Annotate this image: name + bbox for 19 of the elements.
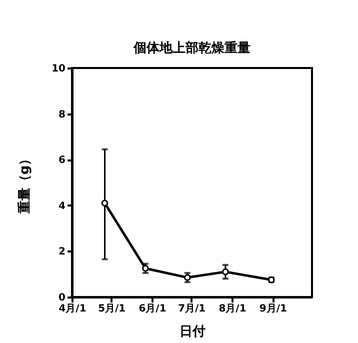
x-tick-label: 9月/1 <box>259 304 287 314</box>
y-tick-label: 2 <box>58 246 66 258</box>
chart-title: 個体地上部乾燥重量 <box>132 40 250 56</box>
x-tick-label: 5月/1 <box>98 304 126 314</box>
y-tick-label: 0 <box>58 292 66 304</box>
x-tick-label: 6月/1 <box>138 304 166 314</box>
x-tick-label: 7月/1 <box>178 304 206 314</box>
point <box>184 274 191 281</box>
point <box>101 200 108 206</box>
y-tick-label: 10 <box>52 64 66 74</box>
y-tick-label: 6 <box>58 155 66 166</box>
x-tick-label: 4月/1 <box>58 304 86 314</box>
point <box>142 264 149 272</box>
point <box>222 268 229 276</box>
x-tick-label: 8月/1 <box>218 304 246 314</box>
y-axis-title: 重量（g） <box>16 152 33 215</box>
x-axis-title: 日付 <box>180 324 206 340</box>
y-tick-label: 8 <box>58 109 66 120</box>
y-tick-label: 4 <box>58 200 66 212</box>
